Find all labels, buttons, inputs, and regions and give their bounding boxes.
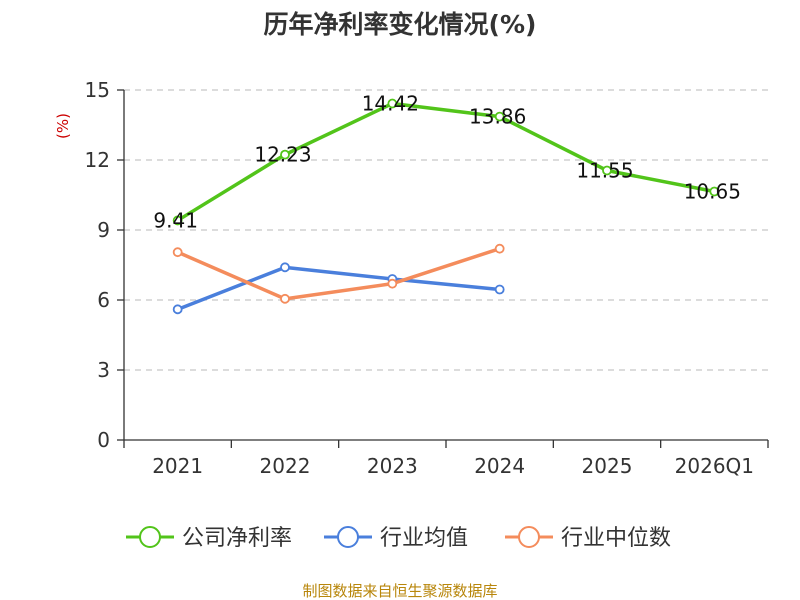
- series-0-point-2021: [172, 215, 183, 226]
- legend-label-1: 行业均值: [380, 526, 468, 551]
- series-2-point-2022: [280, 293, 290, 304]
- x-tick-label-2022: 2022: [260, 454, 311, 478]
- series-1-point-2022: [280, 262, 290, 273]
- x-tick-label-2024: 2024: [474, 454, 525, 478]
- y-axis-label: (%): [54, 113, 72, 139]
- legend-label-0: 公司净利率: [182, 526, 292, 551]
- data-label-2021: 9.41: [153, 208, 198, 232]
- series-layer: [172, 98, 720, 315]
- series-2-point-2023: [387, 278, 398, 289]
- series-2-point-2024: [494, 243, 505, 254]
- series-0-point-2025: [602, 165, 612, 176]
- data-labels: 9.41 12.23 14.42 13.86 11.55 10.65: [153, 92, 741, 233]
- y-tick-label-4: 12: [85, 148, 110, 172]
- legend-marker-2: [518, 526, 540, 548]
- series-line-0: [175, 101, 717, 223]
- data-label-2023: 14.42: [362, 92, 419, 116]
- data-label-2025: 11.55: [576, 159, 633, 183]
- x-tick-label-2026Q1: 2026Q1: [675, 454, 754, 478]
- gridlines: [124, 89, 768, 371]
- legend-marker-1: [337, 526, 359, 548]
- axes: 0 3 6 9 12 15 2021 2022 2023 2024 2025 2026Q1: [85, 78, 769, 478]
- series-0-point-2023: [387, 98, 398, 109]
- x-tick-label-2021: 2021: [152, 454, 203, 478]
- y-tick-label-5: 15: [85, 78, 110, 102]
- source-note: 制图数据来自恒生聚源数据库: [302, 582, 497, 600]
- series-0-point-2022: [280, 149, 290, 160]
- data-label-2022: 12.23: [254, 143, 311, 167]
- legend: 公司净利率 行业均值 行业中位数: [126, 526, 671, 551]
- y-tick-label-2: 6: [97, 288, 110, 312]
- y-tick-label-1: 3: [97, 358, 110, 382]
- series-line-1: [175, 265, 502, 312]
- series-0-point-2026Q1: [709, 186, 720, 197]
- y-tick-label-3: 9: [97, 218, 110, 242]
- series-1-point-2021: [172, 304, 183, 315]
- series-2-point-2021: [172, 247, 183, 258]
- series-line-2: [175, 246, 502, 301]
- chart-title: 历年净利率变化情况(%): [264, 10, 537, 39]
- data-label-2024: 13.86: [469, 105, 526, 129]
- y-tick-label-0: 0: [97, 428, 110, 452]
- series-1-point-2024: [494, 284, 505, 295]
- x-tick-label-2023: 2023: [367, 454, 418, 478]
- data-label-2026Q1: 10.65: [684, 180, 741, 204]
- legend-label-2: 行业中位数: [561, 526, 671, 551]
- legend-marker-0: [139, 526, 161, 548]
- series-0-point-2024: [494, 111, 505, 122]
- x-tick-label-2025: 2025: [582, 454, 633, 478]
